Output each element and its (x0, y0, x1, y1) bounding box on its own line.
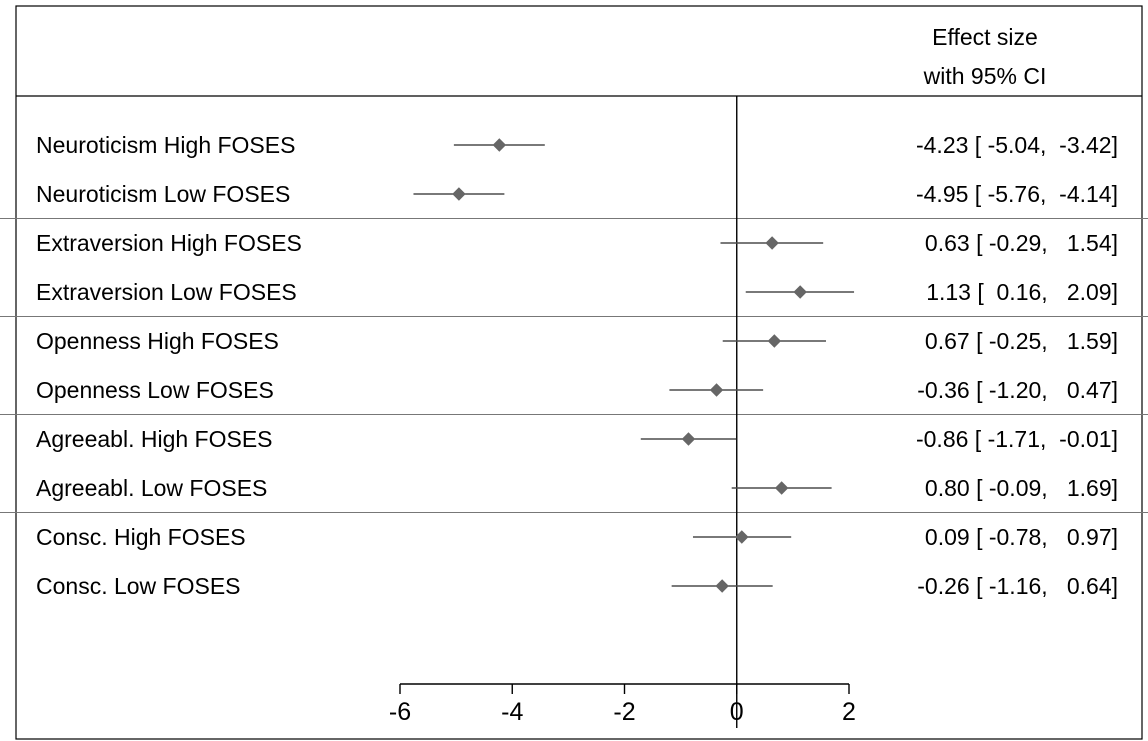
group-dividers (0, 218, 1148, 513)
row-label: Consc. Low FOSES (36, 573, 241, 599)
forest-row-4: Extraversion Low FOSES 1.13 [ 0.16, 2.09] (36, 279, 1118, 305)
row-label: Neuroticism High FOSES (36, 132, 295, 158)
header-ci: with 95% CI (923, 63, 1047, 89)
x-tick-label: -6 (389, 698, 411, 726)
row-ci-text: -0.36 [ -1.20, 0.47] (917, 377, 1118, 403)
row-ci-text: -4.23 [ -5.04, -3.42] (916, 132, 1118, 158)
row-ci-text: 0.09 [ -0.78, 0.97] (925, 524, 1118, 550)
x-tick-label: 0 (730, 698, 744, 726)
estimate-marker (452, 187, 466, 201)
row-ci-text: 1.13 [ 0.16, 2.09] (926, 279, 1118, 305)
x-tick-label: -4 (501, 698, 523, 726)
row-ci-text: 0.63 [ -0.29, 1.54] (925, 230, 1118, 256)
forest-rows: Neuroticism High FOSES -4.23 [ -5.04, -3.… (36, 132, 1118, 599)
row-ci-text: -0.86 [ -1.71, -0.01] (916, 426, 1118, 452)
forest-row-2: Neuroticism Low FOSES -4.95 [ -5.76, -4.1… (36, 181, 1118, 207)
row-label: Extraversion High FOSES (36, 230, 302, 256)
estimate-marker (765, 236, 779, 250)
row-label: Openness High FOSES (36, 328, 279, 354)
x-tick-label: -2 (613, 698, 635, 726)
x-tick-label: 2 (842, 698, 856, 726)
forest-row-3: Extraversion High FOSES 0.63 [ -0.29, 1.5… (36, 230, 1118, 256)
forest-row-10: Consc. Low FOSES -0.26 [ -1.16, 0.64] (36, 573, 1118, 599)
row-ci-text: 0.67 [ -0.25, 1.59] (925, 328, 1118, 354)
outer-border (15, 5, 1143, 740)
row-ci-text: -0.26 [ -1.16, 0.64] (917, 573, 1118, 599)
row-label: Agreeabl. Low FOSES (36, 475, 267, 501)
row-label: Neuroticism Low FOSES (36, 181, 290, 207)
forest-row-9: Consc. High FOSES 0.09 [ -0.78, 0.97] (36, 524, 1118, 550)
estimate-marker (492, 138, 507, 152)
forest-row-6: Openness Low FOSES -0.36 [ -1.20, 0.47] (36, 377, 1118, 403)
estimate-marker (767, 334, 782, 348)
forest-row-8: Agreeabl. Low FOSES 0.80 [ -0.09, 1.69] (36, 475, 1118, 501)
forest-row-7: Agreeabl. High FOSES -0.86 [ -1.71, -0.01… (36, 426, 1118, 452)
estimate-marker (681, 432, 696, 446)
estimate-marker (709, 383, 724, 397)
estimate-marker (793, 285, 807, 299)
estimate-marker (774, 481, 789, 495)
row-ci-text: 0.80 [ -0.09, 1.69] (925, 475, 1118, 501)
row-label: Extraversion Low FOSES (36, 279, 297, 305)
column-header: Effect size with 95% CI (923, 24, 1047, 89)
header-effect-size: Effect size (932, 24, 1038, 50)
row-ci-text: -4.95 [ -5.76, -4.14] (916, 181, 1118, 207)
estimate-marker (735, 530, 749, 544)
forest-row-1: Neuroticism High FOSES -4.23 [ -5.04, -3.… (36, 132, 1118, 158)
forest-row-5: Openness High FOSES 0.67 [ -0.25, 1.59] (36, 328, 1118, 354)
plot-frame (15, 5, 1143, 740)
row-label: Consc. High FOSES (36, 524, 246, 550)
estimate-marker (715, 579, 729, 593)
row-label: Agreeabl. High FOSES (36, 426, 273, 452)
x-axis: -6 -4 -2 0 2 (389, 683, 856, 726)
row-label: Openness Low FOSES (36, 377, 274, 403)
